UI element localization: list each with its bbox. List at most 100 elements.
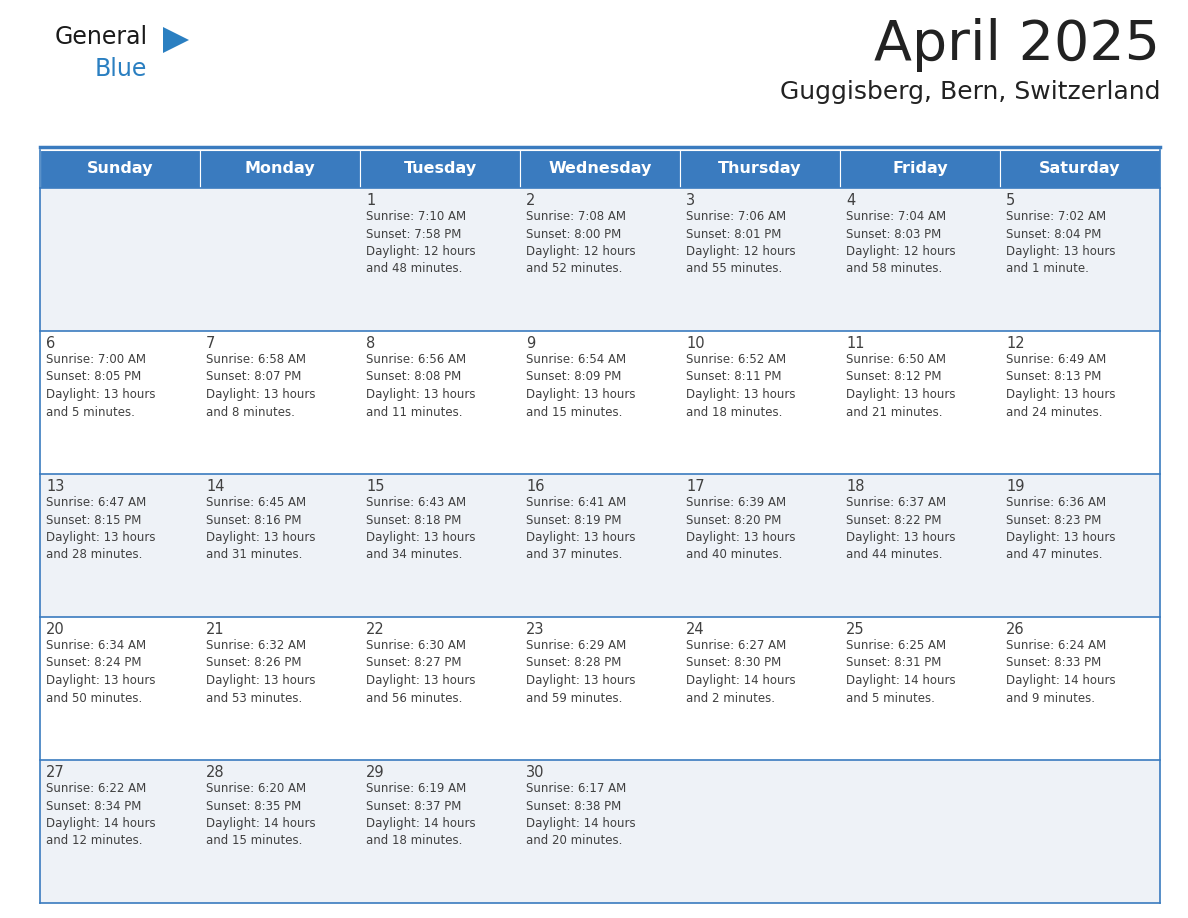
Text: 19: 19 (1006, 479, 1024, 494)
Bar (840, 331, 1000, 474)
Bar (680, 331, 840, 474)
Text: Sunrise: 6:50 AM
Sunset: 8:12 PM
Daylight: 13 hours
and 21 minutes.: Sunrise: 6:50 AM Sunset: 8:12 PM Dayligh… (846, 353, 955, 419)
Text: Sunrise: 7:02 AM
Sunset: 8:04 PM
Daylight: 13 hours
and 1 minute.: Sunrise: 7:02 AM Sunset: 8:04 PM Dayligh… (1006, 210, 1116, 275)
Bar (40, 150, 200, 188)
Bar (840, 188, 1000, 331)
Text: 8: 8 (366, 336, 375, 351)
Bar (200, 617, 360, 760)
Text: Sunrise: 6:45 AM
Sunset: 8:16 PM
Daylight: 13 hours
and 31 minutes.: Sunrise: 6:45 AM Sunset: 8:16 PM Dayligh… (206, 496, 316, 562)
Text: Sunrise: 6:24 AM
Sunset: 8:33 PM
Daylight: 14 hours
and 9 minutes.: Sunrise: 6:24 AM Sunset: 8:33 PM Dayligh… (1006, 639, 1116, 704)
Text: Sunrise: 7:08 AM
Sunset: 8:00 PM
Daylight: 12 hours
and 52 minutes.: Sunrise: 7:08 AM Sunset: 8:00 PM Dayligh… (526, 210, 636, 275)
Text: 3: 3 (685, 193, 695, 208)
Bar (40, 331, 200, 474)
Bar (840, 617, 1000, 760)
Text: Tuesday: Tuesday (404, 162, 476, 176)
Bar (1000, 617, 1159, 760)
Text: 16: 16 (526, 479, 544, 494)
Text: 13: 13 (46, 479, 64, 494)
Text: 9: 9 (526, 336, 536, 351)
Text: 10: 10 (685, 336, 704, 351)
Bar (1000, 760, 1159, 903)
Bar (40, 188, 200, 331)
Bar (360, 617, 520, 760)
Text: Sunrise: 7:04 AM
Sunset: 8:03 PM
Daylight: 12 hours
and 58 minutes.: Sunrise: 7:04 AM Sunset: 8:03 PM Dayligh… (846, 210, 955, 275)
Text: 29: 29 (366, 765, 385, 780)
Text: Sunrise: 6:54 AM
Sunset: 8:09 PM
Daylight: 13 hours
and 15 minutes.: Sunrise: 6:54 AM Sunset: 8:09 PM Dayligh… (526, 353, 636, 419)
Text: Sunrise: 6:22 AM
Sunset: 8:34 PM
Daylight: 14 hours
and 12 minutes.: Sunrise: 6:22 AM Sunset: 8:34 PM Dayligh… (46, 782, 156, 847)
Text: 6: 6 (46, 336, 56, 351)
Text: Sunrise: 6:49 AM
Sunset: 8:13 PM
Daylight: 13 hours
and 24 minutes.: Sunrise: 6:49 AM Sunset: 8:13 PM Dayligh… (1006, 353, 1116, 419)
Text: Monday: Monday (245, 162, 315, 176)
Text: 22: 22 (366, 622, 385, 637)
Text: Sunrise: 6:52 AM
Sunset: 8:11 PM
Daylight: 13 hours
and 18 minutes.: Sunrise: 6:52 AM Sunset: 8:11 PM Dayligh… (685, 353, 796, 419)
Bar (680, 188, 840, 331)
Bar (1000, 150, 1159, 188)
Bar (200, 474, 360, 617)
Text: 30: 30 (526, 765, 544, 780)
Text: Sunrise: 6:27 AM
Sunset: 8:30 PM
Daylight: 14 hours
and 2 minutes.: Sunrise: 6:27 AM Sunset: 8:30 PM Dayligh… (685, 639, 796, 704)
Text: 23: 23 (526, 622, 544, 637)
Text: Sunrise: 6:20 AM
Sunset: 8:35 PM
Daylight: 14 hours
and 15 minutes.: Sunrise: 6:20 AM Sunset: 8:35 PM Dayligh… (206, 782, 316, 847)
Text: 14: 14 (206, 479, 225, 494)
Text: 25: 25 (846, 622, 865, 637)
Text: 4: 4 (846, 193, 855, 208)
Bar (200, 760, 360, 903)
Text: Sunrise: 6:29 AM
Sunset: 8:28 PM
Daylight: 13 hours
and 59 minutes.: Sunrise: 6:29 AM Sunset: 8:28 PM Dayligh… (526, 639, 636, 704)
Text: 28: 28 (206, 765, 225, 780)
Bar (520, 474, 680, 617)
Text: Sunday: Sunday (87, 162, 153, 176)
Bar (40, 617, 200, 760)
Text: 21: 21 (206, 622, 225, 637)
Text: 18: 18 (846, 479, 865, 494)
Bar (680, 617, 840, 760)
Bar (840, 760, 1000, 903)
Bar (360, 760, 520, 903)
Bar (1000, 331, 1159, 474)
Text: Sunrise: 6:30 AM
Sunset: 8:27 PM
Daylight: 13 hours
and 56 minutes.: Sunrise: 6:30 AM Sunset: 8:27 PM Dayligh… (366, 639, 475, 704)
Text: Blue: Blue (95, 57, 147, 81)
Text: Sunrise: 6:58 AM
Sunset: 8:07 PM
Daylight: 13 hours
and 8 minutes.: Sunrise: 6:58 AM Sunset: 8:07 PM Dayligh… (206, 353, 316, 419)
Bar (680, 760, 840, 903)
Bar (360, 474, 520, 617)
Bar (40, 474, 200, 617)
Bar (520, 617, 680, 760)
Text: 2: 2 (526, 193, 536, 208)
Text: 12: 12 (1006, 336, 1024, 351)
Text: Sunrise: 6:32 AM
Sunset: 8:26 PM
Daylight: 13 hours
and 53 minutes.: Sunrise: 6:32 AM Sunset: 8:26 PM Dayligh… (206, 639, 316, 704)
Text: Sunrise: 6:37 AM
Sunset: 8:22 PM
Daylight: 13 hours
and 44 minutes.: Sunrise: 6:37 AM Sunset: 8:22 PM Dayligh… (846, 496, 955, 562)
Text: 11: 11 (846, 336, 865, 351)
Text: Wednesday: Wednesday (549, 162, 652, 176)
Bar (360, 150, 520, 188)
Bar (680, 474, 840, 617)
Text: Sunrise: 7:00 AM
Sunset: 8:05 PM
Daylight: 13 hours
and 5 minutes.: Sunrise: 7:00 AM Sunset: 8:05 PM Dayligh… (46, 353, 156, 419)
Text: Sunrise: 6:25 AM
Sunset: 8:31 PM
Daylight: 14 hours
and 5 minutes.: Sunrise: 6:25 AM Sunset: 8:31 PM Dayligh… (846, 639, 955, 704)
Text: 27: 27 (46, 765, 65, 780)
Bar (200, 331, 360, 474)
Text: Sunrise: 6:47 AM
Sunset: 8:15 PM
Daylight: 13 hours
and 28 minutes.: Sunrise: 6:47 AM Sunset: 8:15 PM Dayligh… (46, 496, 156, 562)
Text: Sunrise: 7:06 AM
Sunset: 8:01 PM
Daylight: 12 hours
and 55 minutes.: Sunrise: 7:06 AM Sunset: 8:01 PM Dayligh… (685, 210, 796, 275)
Text: 24: 24 (685, 622, 704, 637)
Text: Sunrise: 6:43 AM
Sunset: 8:18 PM
Daylight: 13 hours
and 34 minutes.: Sunrise: 6:43 AM Sunset: 8:18 PM Dayligh… (366, 496, 475, 562)
Text: 5: 5 (1006, 193, 1016, 208)
Text: Sunrise: 6:34 AM
Sunset: 8:24 PM
Daylight: 13 hours
and 50 minutes.: Sunrise: 6:34 AM Sunset: 8:24 PM Dayligh… (46, 639, 156, 704)
Bar (520, 188, 680, 331)
Text: 1: 1 (366, 193, 375, 208)
Text: Guggisberg, Bern, Switzerland: Guggisberg, Bern, Switzerland (779, 80, 1159, 104)
Text: Thursday: Thursday (719, 162, 802, 176)
Bar (200, 150, 360, 188)
Bar (680, 150, 840, 188)
Text: April 2025: April 2025 (874, 18, 1159, 72)
Text: Friday: Friday (892, 162, 948, 176)
Text: Saturday: Saturday (1040, 162, 1120, 176)
Text: 20: 20 (46, 622, 65, 637)
Text: Sunrise: 7:10 AM
Sunset: 7:58 PM
Daylight: 12 hours
and 48 minutes.: Sunrise: 7:10 AM Sunset: 7:58 PM Dayligh… (366, 210, 475, 275)
Bar (520, 760, 680, 903)
Text: Sunrise: 6:41 AM
Sunset: 8:19 PM
Daylight: 13 hours
and 37 minutes.: Sunrise: 6:41 AM Sunset: 8:19 PM Dayligh… (526, 496, 636, 562)
Text: General: General (55, 25, 148, 49)
Bar (840, 150, 1000, 188)
Bar (40, 760, 200, 903)
Text: Sunrise: 6:36 AM
Sunset: 8:23 PM
Daylight: 13 hours
and 47 minutes.: Sunrise: 6:36 AM Sunset: 8:23 PM Dayligh… (1006, 496, 1116, 562)
Bar (360, 331, 520, 474)
Bar (200, 188, 360, 331)
Text: 17: 17 (685, 479, 704, 494)
